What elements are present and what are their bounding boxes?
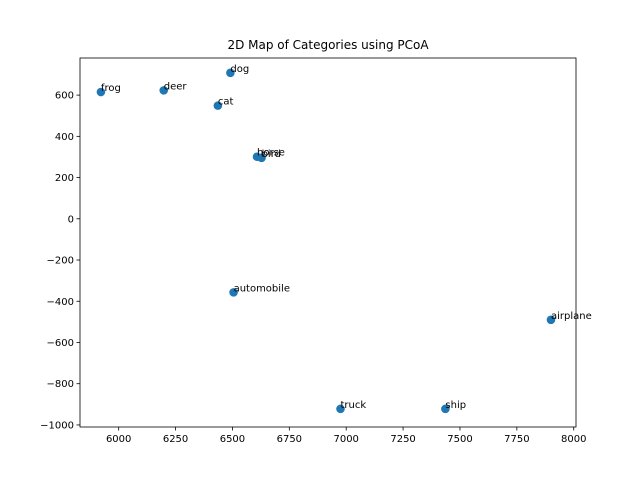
x-tick-label: 7000: [333, 434, 358, 445]
x-tick-label: 6500: [220, 434, 245, 445]
point-label-dog: dog: [230, 64, 249, 75]
point-label-bird: bird: [262, 149, 281, 160]
point-label-deer: deer: [164, 81, 188, 92]
x-tick-label: 6250: [163, 434, 188, 445]
y-tick-label: 0: [68, 214, 74, 225]
y-axis-ticks: −1000 −800 −600 −400 −200 0 200 400 600: [40, 91, 80, 431]
plot-area-frame: [79, 57, 577, 428]
point-frog: [96, 87, 106, 97]
point-label-horse: horse: [257, 148, 285, 159]
point-truck: [336, 404, 345, 414]
y-tick-label: 200: [55, 173, 74, 184]
point-label-truck: truck: [341, 400, 367, 411]
y-tick-label: −800: [47, 379, 74, 390]
x-tick-label: 6750: [277, 434, 302, 445]
point-dog: [226, 68, 235, 78]
y-tick-label: −600: [47, 338, 74, 349]
point-cat: [213, 101, 223, 110]
point-deer: [159, 86, 169, 95]
x-tick-label: 7750: [504, 434, 529, 445]
point-label-frog: frog: [101, 83, 121, 94]
point-automobile: [229, 288, 238, 297]
y-tick-label: 400: [55, 132, 74, 143]
x-tick-label: 6000: [106, 434, 131, 445]
y-tick-label: −1000: [40, 420, 74, 431]
x-tick-label: 8000: [561, 434, 586, 445]
point-label-airplane: airplane: [551, 311, 592, 322]
point-ship: [441, 404, 450, 414]
chart-title: 2D Map of Categories using PCoA: [227, 38, 429, 52]
point-label-cat: cat: [218, 97, 234, 108]
point-label-ship: ship: [445, 400, 466, 411]
point-label-automobile: automobile: [234, 283, 290, 294]
x-tick-label: 7500: [447, 434, 472, 445]
y-tick-label: 600: [55, 91, 74, 102]
point-airplane: [546, 315, 556, 325]
point-bird: [257, 153, 266, 163]
x-axis-ticks: 6000 6250 6500 6750 7000 7250 7500 7750 8000: [106, 427, 586, 445]
x-tick-label: 7250: [390, 434, 415, 445]
y-tick-label: −400: [47, 297, 74, 308]
y-tick-label: −200: [47, 256, 74, 267]
data-points: [96, 68, 556, 414]
